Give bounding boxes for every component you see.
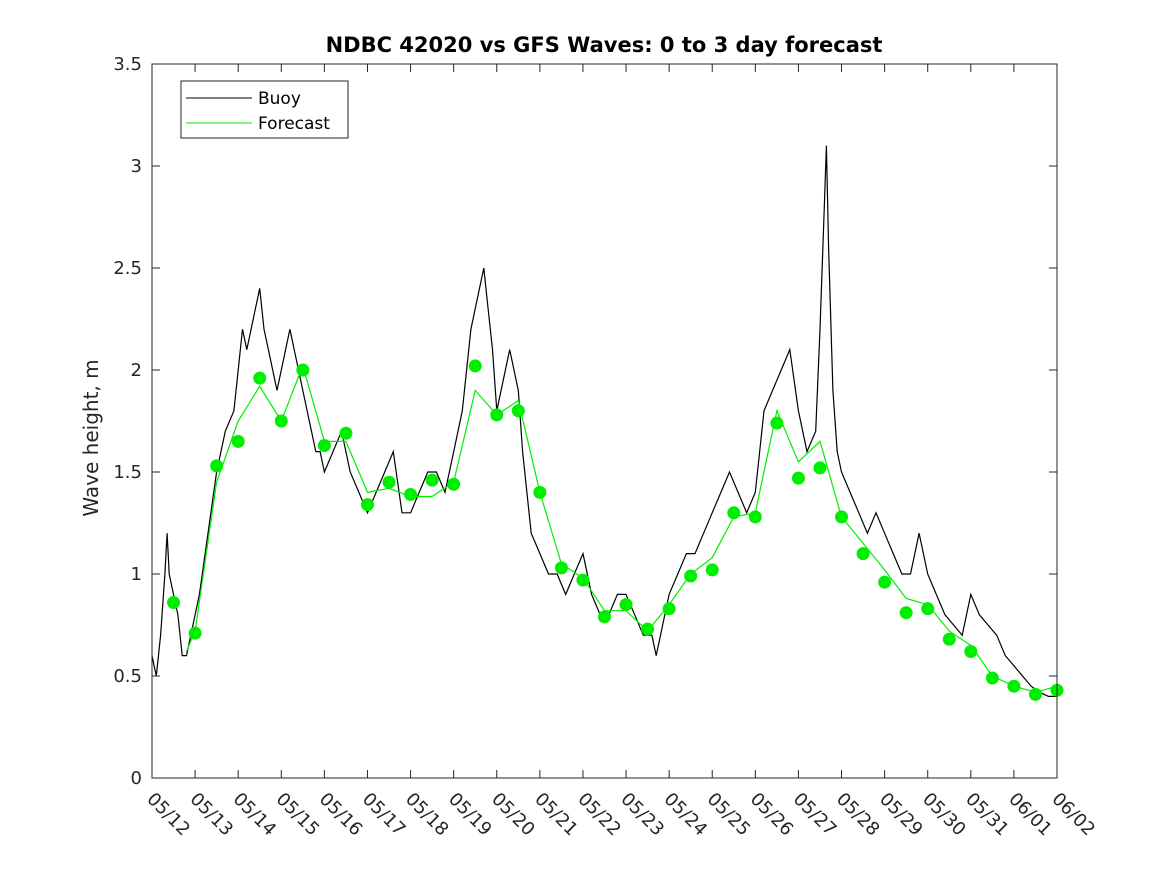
forecast-point [231, 434, 245, 448]
forecast-point [360, 498, 374, 512]
forecast-point [382, 475, 396, 489]
forecast-point [404, 487, 418, 501]
forecast-point [511, 404, 525, 418]
forecast-point [770, 416, 784, 430]
forecast-point [878, 575, 892, 589]
legend-buoy-label: Buoy [258, 89, 301, 109]
y-tick-label: 0.5 [113, 666, 142, 687]
y-tick-label: 1.5 [113, 462, 142, 483]
series-buoy-line [151, 145, 1057, 697]
forecast-point [188, 626, 202, 640]
legend-box [180, 80, 349, 139]
forecast-point [317, 438, 331, 452]
axes-box [151, 63, 1058, 779]
forecast-point [835, 510, 849, 524]
forecast-point [684, 569, 698, 583]
y-tick-label: 1 [131, 564, 142, 585]
forecast-point [167, 596, 181, 610]
chart-title: NDBC 42020 vs GFS Waves: 0 to 3 day fore… [326, 33, 883, 57]
forecast-point [921, 602, 935, 616]
forecast-point [576, 573, 590, 587]
forecast-point [296, 363, 310, 377]
forecast-point [490, 408, 504, 422]
plot-area [151, 145, 1064, 701]
forecast-point [856, 547, 870, 561]
forecast-point [748, 510, 762, 524]
forecast-point [339, 426, 353, 440]
forecast-point [791, 471, 805, 485]
forecast-point [1007, 679, 1021, 693]
forecast-point [641, 622, 655, 636]
forecast-point [727, 506, 741, 520]
forecast-point [554, 561, 568, 575]
y-axis-label: Wave height, m [79, 359, 103, 516]
forecast-point [253, 371, 267, 385]
forecast-point [274, 414, 288, 428]
series-forecast-line [185, 364, 1058, 693]
y-tick-label: 2 [131, 360, 142, 381]
forecast-point [705, 563, 719, 577]
forecast-point [598, 610, 611, 624]
forecast-point [425, 473, 439, 487]
forecast-point [942, 632, 956, 646]
y-tick-label: 0 [131, 768, 142, 789]
legend: Buoy Forecast [180, 80, 349, 139]
forecast-point [447, 477, 461, 491]
y-tick-label: 2.5 [113, 258, 142, 279]
y-tick-label: 3.5 [113, 54, 142, 75]
forecast-point [210, 459, 224, 473]
forecast-point [1028, 687, 1042, 701]
forecast-point [813, 461, 827, 475]
forecast-point [533, 485, 547, 499]
legend-forecast-label: Forecast [258, 114, 330, 134]
forecast-point [662, 602, 676, 616]
forecast-point [964, 645, 978, 659]
y-tick-label: 3 [131, 156, 142, 177]
forecast-point [985, 671, 999, 685]
forecast-point [619, 598, 633, 612]
forecast-point [468, 359, 482, 373]
forecast-point [899, 606, 913, 620]
